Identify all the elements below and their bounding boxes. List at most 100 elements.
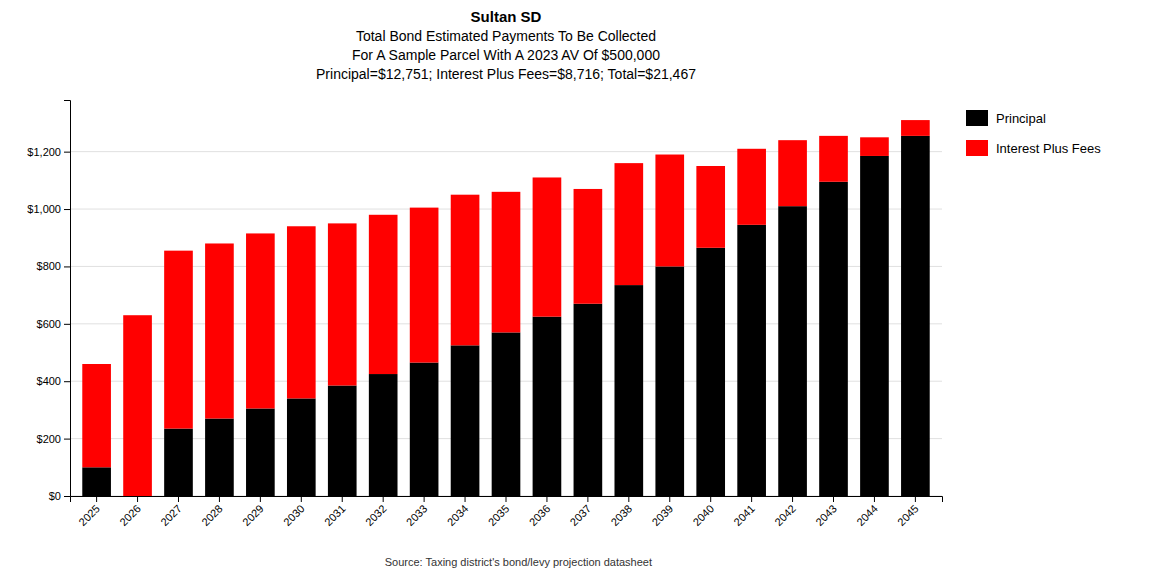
x-tick: 2028 <box>199 496 225 528</box>
bar <box>655 155 684 267</box>
bar <box>819 182 848 496</box>
bar <box>246 408 275 496</box>
tick-mark <box>546 496 547 502</box>
x-tick: 2025 <box>76 496 102 528</box>
tick-mark <box>96 496 97 502</box>
y-tick: $800 <box>37 260 70 272</box>
bar <box>451 345 480 496</box>
y-tick-label: $1,000 <box>27 203 61 215</box>
tick-mark <box>628 496 629 502</box>
x-tick: 2044 <box>854 496 880 528</box>
x-tick-label: 2033 <box>404 502 430 528</box>
tick-mark <box>64 152 70 153</box>
tick-mark <box>301 496 302 502</box>
bar <box>614 163 643 285</box>
tick-mark <box>465 496 466 502</box>
x-tick: 2032 <box>363 496 389 528</box>
axis-line <box>64 101 71 497</box>
x-tick: 2040 <box>690 496 716 528</box>
subtitle: For A Sample Parcel With A 2023 AV Of $5… <box>352 47 660 63</box>
bar <box>410 363 439 496</box>
x-tick-label: 2037 <box>568 502 594 528</box>
subtitle: Principal=$12,751; Interest Plus Fees=$8… <box>316 66 696 82</box>
x-tick-label: 2038 <box>608 502 634 528</box>
bar <box>737 149 766 225</box>
y-tick: $600 <box>37 318 70 330</box>
x-tick-label: 2039 <box>649 502 675 528</box>
x-tick: 2029 <box>240 496 266 528</box>
y-axis: $0$200$400$600$800$1,000$1,200 <box>27 101 70 503</box>
x-tick-label: 2029 <box>240 502 266 528</box>
subtitle: Total Bond Estimated Payments To Be Coll… <box>356 28 656 44</box>
title: Sultan SD <box>471 8 542 25</box>
x-tick-label: 2028 <box>199 502 225 528</box>
bar <box>778 140 807 206</box>
bar <box>860 137 889 156</box>
x-tick-label: 2043 <box>813 502 839 528</box>
x-tick: 2043 <box>813 496 839 528</box>
bar <box>614 285 643 496</box>
y-tick-label: $1,200 <box>27 146 61 158</box>
bar <box>819 136 848 182</box>
bar <box>696 248 725 496</box>
y-tick-label: $800 <box>37 260 61 272</box>
y-tick-label: $200 <box>37 433 61 445</box>
bar <box>696 166 725 248</box>
bar <box>410 208 439 363</box>
x-tick-label: 2032 <box>363 502 389 528</box>
bar <box>328 386 357 496</box>
bar <box>246 233 275 408</box>
x-tick-label: 2044 <box>854 502 880 528</box>
tick-mark <box>64 439 70 440</box>
bar <box>533 317 562 496</box>
bar <box>164 251 193 429</box>
bar-series <box>82 136 929 496</box>
x-tick: 2036 <box>527 496 553 528</box>
y-tick: $200 <box>37 433 70 445</box>
tick-mark <box>342 496 343 502</box>
tick-mark <box>137 496 138 502</box>
bar <box>205 243 234 418</box>
legend-swatch <box>966 110 988 126</box>
tick-mark <box>64 209 70 210</box>
chart: 2025202620272028202920302031203220332034… <box>0 0 1152 576</box>
tick-mark <box>260 496 261 502</box>
x-tick-label: 2040 <box>690 502 716 528</box>
bar <box>82 364 111 467</box>
y-tick: $1,200 <box>27 146 70 158</box>
bar <box>737 225 766 496</box>
x-tick-label: 2025 <box>76 502 102 528</box>
tick-mark <box>64 324 70 325</box>
bar <box>574 189 603 304</box>
tick-mark <box>587 496 588 502</box>
x-tick-label: 2034 <box>445 502 471 528</box>
legend-label: Interest Plus Fees <box>996 141 1101 156</box>
tick-mark <box>383 496 384 502</box>
tick-mark <box>506 496 507 502</box>
bar <box>901 120 930 136</box>
bar <box>655 266 684 496</box>
bar <box>123 315 152 496</box>
grid-line <box>70 151 942 152</box>
x-tick: 2027 <box>158 496 184 528</box>
bar <box>451 195 480 346</box>
x-tick-label: 2035 <box>486 502 512 528</box>
bars <box>82 120 929 496</box>
x-tick-label: 2036 <box>527 502 553 528</box>
bar <box>82 467 111 496</box>
bar <box>328 223 357 385</box>
x-tick-label: 2027 <box>158 502 184 528</box>
legend: Principal Interest Plus Fees <box>966 110 1101 156</box>
legend-label: Principal <box>996 111 1046 126</box>
y-tick-label: $600 <box>37 318 61 330</box>
bar <box>287 398 316 496</box>
y-tick: $1,000 <box>27 203 70 215</box>
x-tick: 2030 <box>281 496 307 528</box>
tick-mark <box>64 266 70 267</box>
x-tick: 2041 <box>731 496 757 528</box>
x-tick: 2039 <box>649 496 675 528</box>
titles: Sultan SD Total Bond Estimated Payments T… <box>316 8 696 82</box>
x-tick: 2042 <box>772 496 798 528</box>
tick-mark <box>64 496 70 497</box>
y-tick-label: $0 <box>49 490 61 502</box>
